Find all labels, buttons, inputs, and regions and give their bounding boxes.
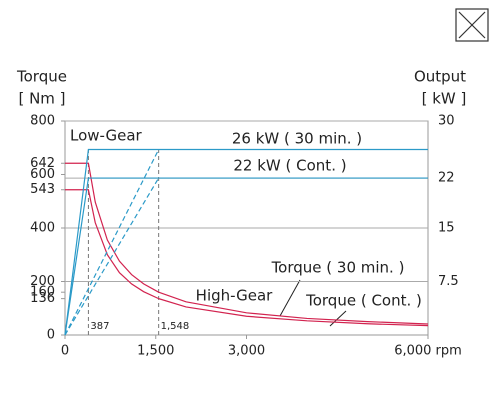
y2-tick-label: 7.5: [438, 274, 459, 289]
y2-tick-label: 22: [438, 171, 455, 186]
y-tick-label: 543: [30, 182, 55, 197]
series-line: [65, 189, 159, 300]
marker-label: 1,548: [161, 321, 190, 332]
y2-tick-label: 15: [438, 221, 455, 236]
annotation: Torque ( Cont. ): [305, 292, 422, 310]
y-axis-title: Torque: [16, 68, 67, 86]
annotation: 26 kW ( 30 min. ): [232, 130, 362, 148]
y-tick-label: 0: [47, 328, 55, 343]
annotation: Low-Gear: [70, 127, 143, 145]
annotation: High-Gear: [196, 287, 273, 305]
series-line: [64, 148, 428, 336]
y-tick-label: 160: [30, 285, 55, 300]
series-line: [65, 162, 159, 293]
y-tick-label: 600: [30, 167, 55, 182]
leader-line: [329, 310, 347, 327]
annotation: 22 kW ( Cont. ): [233, 157, 346, 175]
x-tick-label: 0: [61, 344, 69, 359]
close-cross[interactable]: [458, 11, 486, 39]
x-tick-label: 6,000 rpm: [394, 344, 462, 359]
x-tick-label: 1,500: [137, 344, 174, 359]
y-tick-label: 136: [30, 291, 55, 306]
marker-label: 387: [90, 321, 109, 332]
x-tick-label: 3,000: [228, 344, 265, 359]
close-button[interactable]: [455, 8, 489, 42]
series-line: [64, 177, 160, 336]
series-line: [64, 177, 428, 336]
y-tick-label: 400: [30, 221, 55, 236]
y-axis-unit: [ Nm ]: [18, 90, 65, 108]
leader-line: [279, 279, 301, 317]
y-tick-label: 200: [30, 274, 55, 289]
y-tick-label: 800: [30, 114, 55, 129]
series-line: [158, 291, 429, 325]
series-line: [158, 298, 429, 327]
y2-axis-title: Output: [414, 68, 466, 86]
y2-tick-label: 30: [438, 114, 455, 129]
y2-axis-unit: [ kW ]: [422, 90, 467, 108]
y-tick-label: 642: [30, 156, 55, 171]
annotation: Torque ( 30 min. ): [271, 259, 405, 277]
series-line: [64, 149, 160, 336]
